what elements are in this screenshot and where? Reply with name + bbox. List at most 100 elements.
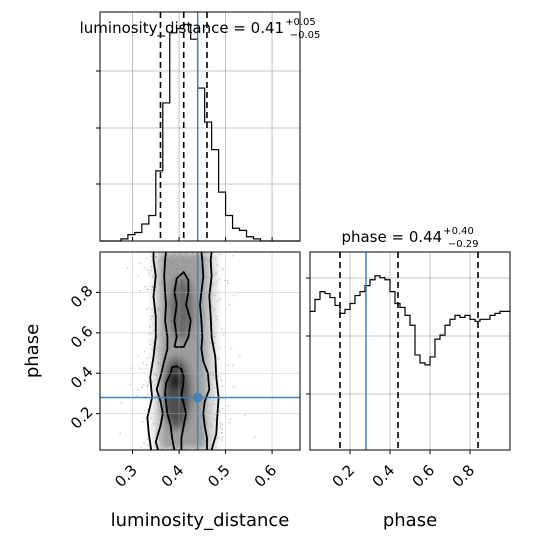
sample-point [138, 289, 141, 292]
sample-point [140, 446, 143, 449]
sample-point [147, 306, 150, 309]
sample-point [148, 272, 151, 275]
sample-point [221, 385, 224, 387]
sample-point [126, 266, 129, 269]
sample-point [226, 279, 229, 282]
sample-point [221, 436, 224, 438]
sample-point [218, 347, 221, 350]
tick-label-phase-y-3: 0.8 [67, 282, 97, 312]
sample-point [146, 269, 149, 271]
sample-point [150, 417, 152, 419]
truth-marker [192, 392, 203, 403]
histogram-phase [310, 275, 510, 366]
sample-point [150, 289, 153, 291]
sample-point [140, 368, 143, 371]
sample-point [143, 384, 145, 386]
sample-point [144, 367, 147, 370]
sample-point [145, 257, 148, 259]
sample-point [222, 334, 225, 337]
sample-point [148, 332, 151, 335]
sample-point [215, 318, 218, 321]
histogram-panel-phase: phase = 0.44+0.40 −0.29 0.2 0.4 0.6 0.8 [306, 226, 511, 491]
tick-label-luminosity-distance-1: 0.4 [158, 461, 188, 491]
tick-label-luminosity-distance-3: 0.6 [251, 461, 281, 491]
contour-3 [199, 252, 211, 450]
contour-5 [208, 252, 220, 450]
sample-point [150, 255, 153, 258]
sample-point [143, 442, 146, 445]
sample-point [244, 413, 246, 416]
sample-point [219, 297, 222, 300]
sample-point [151, 286, 154, 288]
sample-point [148, 324, 151, 326]
sample-point [218, 278, 221, 281]
sample-point [149, 326, 152, 329]
sample-point [149, 356, 151, 358]
sample-point [238, 355, 241, 357]
sample-point [220, 432, 223, 434]
sample-point [219, 253, 222, 256]
sample-point [144, 285, 147, 288]
sample-point [151, 315, 154, 318]
sample-point [139, 262, 142, 265]
sample-point [219, 426, 222, 428]
sample-point [141, 386, 144, 389]
sample-point [146, 443, 149, 446]
density-core-low [162, 357, 191, 430]
sample-point [222, 268, 225, 271]
tick-label-phase-y-0: 0.2 [67, 403, 97, 433]
sample-point [138, 367, 141, 370]
tick-label-phase-1: 0.4 [369, 461, 399, 491]
sample-point [221, 428, 223, 431]
ylabel-phase: phase [22, 324, 43, 378]
contours [146, 252, 220, 450]
sample-point [220, 327, 223, 330]
sample-point [137, 389, 140, 391]
sample-point [149, 343, 152, 346]
tick-label-phase-y-2: 0.6 [67, 322, 97, 352]
sample-point [152, 286, 154, 289]
sample-point [151, 285, 153, 288]
sample-point [149, 269, 152, 272]
tick-label-phase-3: 0.8 [449, 461, 479, 491]
sample-point [145, 308, 148, 311]
sample-point [151, 348, 154, 351]
sample-point [143, 350, 146, 353]
sample-point [254, 436, 256, 438]
title-luminosity-distance: luminosity_distance = 0.41+0.05 −0.05 [80, 17, 321, 41]
sample-point [137, 275, 140, 277]
histogram-luminosity-distance [100, 23, 300, 242]
sample-point [230, 347, 233, 350]
sample-point [145, 363, 148, 366]
sample-point [137, 355, 140, 357]
sample-point [147, 384, 149, 387]
sample-point [231, 364, 234, 366]
sample-point [147, 380, 150, 383]
tick-label-luminosity-distance-2: 0.5 [204, 461, 234, 491]
sample-point [129, 367, 132, 369]
sample-point [217, 436, 220, 439]
sample-point [216, 264, 219, 266]
sample-point [215, 280, 218, 283]
sample-point [142, 362, 144, 365]
sample-point [151, 275, 154, 277]
sample-point [232, 254, 235, 257]
sample-point [217, 375, 220, 377]
sample-point [150, 266, 153, 268]
sample-point [218, 437, 221, 440]
sample-point [149, 318, 152, 321]
sample-point [150, 315, 153, 317]
sample-point [143, 267, 146, 270]
sample-point [141, 420, 144, 423]
sample-point [221, 423, 224, 426]
sample-point [144, 410, 147, 412]
sample-point [217, 300, 219, 303]
sample-point [146, 385, 149, 387]
sample-point [149, 339, 152, 342]
frame-scatter [99, 251, 301, 451]
sample-point [120, 401, 123, 404]
xlabel-phase: phase [383, 510, 437, 531]
scatter-panel: 0.3 0.4 0.5 0.6 0.2 0.4 0.6 0.8 [67, 251, 301, 491]
sample-point [233, 385, 236, 388]
